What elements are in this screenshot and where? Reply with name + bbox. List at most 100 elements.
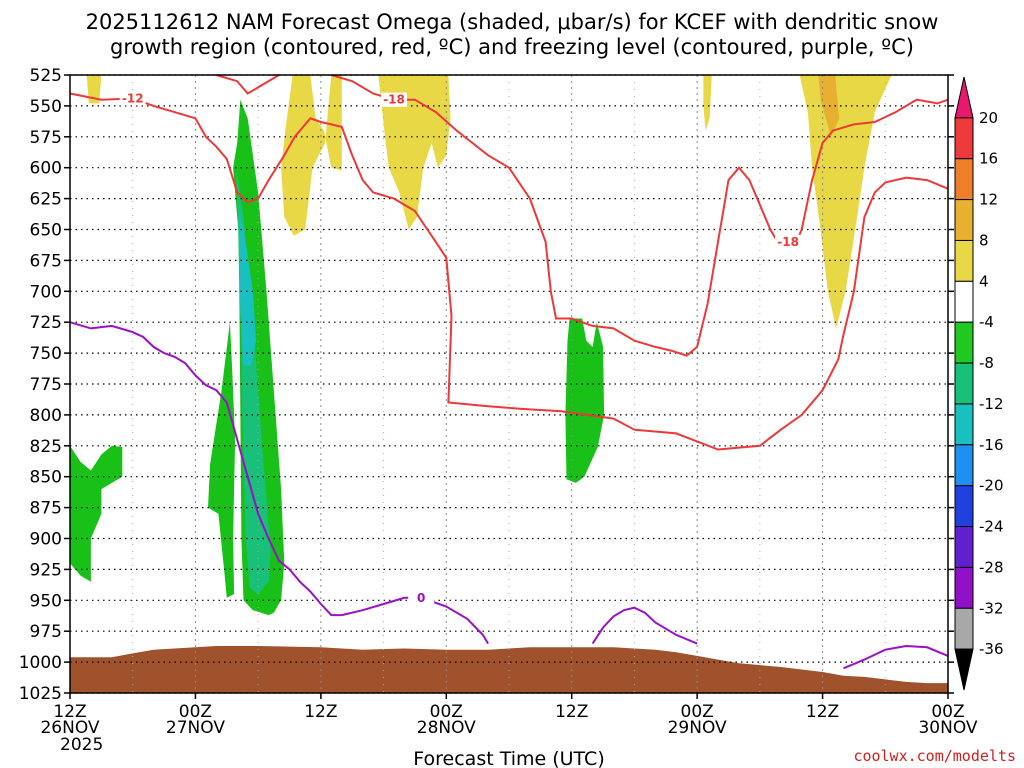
colorbar-label: 8 (979, 231, 989, 249)
omega-region-descent-1 (86, 75, 102, 104)
y-tick-label: 600 (30, 159, 62, 179)
y-tick-label: 825 (30, 437, 62, 457)
colorbar-label: -24 (979, 518, 1004, 536)
colorbar-bottom-arrow (954, 648, 974, 691)
terrain-fill (70, 646, 948, 693)
freezing-contour-2-line (843, 644, 949, 670)
y-tick-label: 650 (30, 221, 62, 241)
x-tick-date: 30NOV (918, 718, 977, 738)
colorbar-swatch (954, 566, 974, 609)
colorbar-swatch (954, 362, 974, 405)
omega-region-ascent-main-cyan (239, 211, 257, 366)
colorbar-label: -16 (979, 436, 1004, 454)
colorbar-swatch (954, 321, 974, 364)
omega-region-descent-5 (799, 75, 892, 329)
chart-title-line2: growth region (contoured, red, ºC) and f… (110, 35, 914, 59)
colorbar-swatch (954, 607, 974, 650)
colorbar-swatch (954, 280, 974, 323)
x-tick-label: 00Z (931, 702, 964, 722)
omega-region-descent-2 (281, 75, 342, 236)
colorbar-swatch (954, 485, 974, 528)
y-tick-label: 700 (30, 282, 62, 302)
colorbar-swatch (954, 526, 974, 568)
dendritic-contour-2-label: -18 (383, 93, 405, 107)
freezing-contour-0-label-bg (408, 590, 435, 605)
x-tick-date: 28NOV (417, 718, 476, 738)
y-tick-label: 625 (30, 190, 62, 210)
y-tick-label: 1025 (19, 684, 62, 704)
x-tick-date: 27NOV (166, 718, 225, 738)
omega-region-ascent-secondary (208, 322, 236, 598)
colorbar-swatch (954, 158, 974, 201)
x-tick-label: 12Z (555, 702, 588, 722)
colorbar-label: 4 (979, 272, 989, 290)
dendritic-contour-0-label-bg (119, 91, 146, 106)
y-tick-label: 725 (30, 313, 62, 333)
colorbar-swatch (954, 199, 974, 241)
colorbar: 20 16 12 8 4 -4 -8 -12 -16 -20 -24 -28 -32 -36 (954, 76, 1004, 691)
contour-layer: -12-18-18-180 (69, 74, 949, 670)
y-tick-label: 525 (30, 66, 62, 86)
dendritic-contour-2-line (331, 74, 779, 357)
x-tick-label: 12Z (806, 702, 839, 722)
credit-text: coolwx.com/modelts (853, 747, 1016, 765)
x-tick-label: 00Z (430, 702, 463, 722)
dendritic-contour-3-label: -18 (777, 235, 799, 249)
omega-region-ascent-day3 (565, 318, 605, 483)
dendritic-contour-1-line (216, 74, 280, 95)
x-tick-label: 00Z (179, 702, 212, 722)
omega-shading-layer (70, 75, 892, 616)
colorbar-swatch (954, 239, 974, 282)
y-tick-label: 875 (30, 499, 62, 519)
colorbar-label: -4 (979, 313, 994, 331)
colorbar-label: -36 (979, 640, 1004, 658)
colorbar-label: 16 (979, 150, 998, 168)
y-tick-label: 900 (30, 530, 62, 550)
dendritic-contour-2-label-bg (381, 92, 408, 107)
freezing-contour-1-line (591, 606, 698, 645)
omega-region-ascent-early-small (70, 445, 123, 582)
y-tick-label: 775 (30, 375, 62, 395)
colorbar-swatch (954, 444, 974, 487)
colorbar-label: -8 (979, 354, 994, 372)
colorbar-swatch (954, 117, 974, 160)
x-tick-label: 00Z (681, 702, 714, 722)
freezing-contour-0-line (69, 321, 489, 645)
y-tick-label: 675 (30, 251, 62, 271)
terrain-layer (70, 646, 948, 693)
colorbar-label: -28 (979, 558, 1004, 576)
x-tick-label: 12Z (304, 702, 337, 722)
y-tick-label: 800 (30, 406, 62, 426)
omega-region-descent-4 (703, 75, 712, 131)
omega-region-descent-3 (378, 75, 451, 230)
x-tick-label: 12Z (53, 702, 86, 722)
omega-region-descent-5-orange (818, 75, 840, 137)
x-tick-year: 2025 (60, 735, 103, 755)
x-tick-date: 26NOV (40, 718, 99, 738)
colorbar-label: -32 (979, 599, 1004, 617)
dendritic-contour-3-line (795, 98, 949, 243)
y-tick-label: 975 (30, 622, 62, 642)
y-tick-label: 1000 (19, 653, 62, 673)
colorbar-swatch (954, 403, 974, 446)
x-axis-label: Forecast Time (UTC) (413, 748, 604, 768)
chart-title-line1: 2025112612 NAM Forecast Omega (shaded, μ… (86, 10, 939, 34)
y-tick-label: 550 (30, 97, 62, 117)
y-tick-label: 850 (30, 468, 62, 488)
y-tick-label: 575 (30, 128, 62, 148)
freezing-contour-0-label: 0 (417, 591, 425, 605)
y-tick-label: 925 (30, 560, 62, 580)
colorbar-label: 12 (979, 191, 998, 209)
axes-layer: 525 550 575 600 625 650 675 700 725 750 775 800 825 8… (19, 66, 978, 755)
y-tick-label: 750 (30, 344, 62, 364)
y-tick-label: 950 (30, 591, 62, 611)
colorbar-label: 20 (979, 109, 998, 127)
colorbar-top-arrow (954, 76, 974, 119)
colorbar-label: -20 (979, 477, 1004, 495)
colorbar-label: -12 (979, 395, 1004, 413)
dendritic-contour-0-line (69, 92, 949, 451)
dendritic-contour-0-label: -12 (122, 91, 144, 105)
x-tick-date: 29NOV (668, 718, 727, 738)
